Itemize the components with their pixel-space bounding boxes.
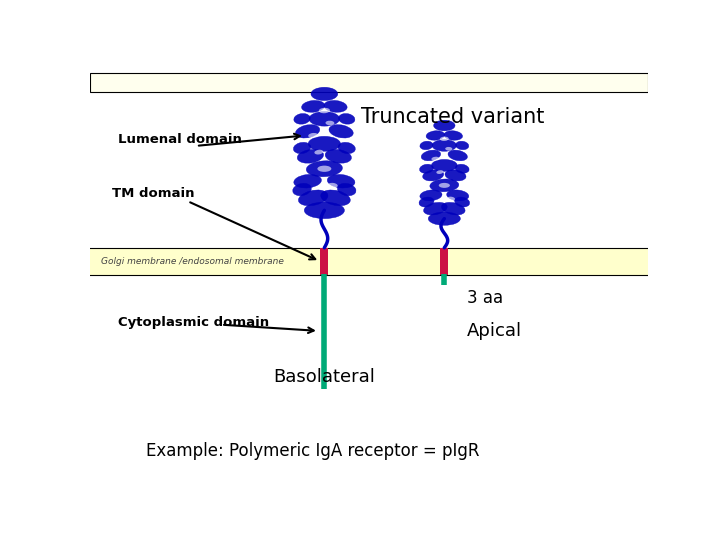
- Ellipse shape: [446, 190, 469, 201]
- Ellipse shape: [431, 157, 439, 161]
- Ellipse shape: [420, 141, 433, 150]
- Ellipse shape: [293, 143, 311, 153]
- Ellipse shape: [324, 100, 347, 112]
- Ellipse shape: [328, 183, 338, 188]
- Ellipse shape: [438, 183, 450, 188]
- Ellipse shape: [419, 197, 434, 207]
- Ellipse shape: [440, 137, 449, 141]
- Ellipse shape: [430, 179, 459, 192]
- Ellipse shape: [319, 108, 330, 113]
- Text: Apical: Apical: [467, 322, 522, 340]
- Ellipse shape: [338, 143, 356, 153]
- Ellipse shape: [445, 147, 452, 151]
- Ellipse shape: [311, 87, 338, 100]
- Ellipse shape: [325, 150, 351, 163]
- Text: 3 aa: 3 aa: [467, 289, 503, 307]
- Ellipse shape: [295, 125, 320, 138]
- Ellipse shape: [447, 197, 455, 201]
- Ellipse shape: [432, 140, 456, 151]
- Text: Lumenal domain: Lumenal domain: [118, 133, 242, 146]
- Ellipse shape: [338, 113, 355, 124]
- Ellipse shape: [445, 170, 466, 181]
- Ellipse shape: [456, 141, 469, 150]
- Ellipse shape: [455, 197, 469, 207]
- Ellipse shape: [297, 150, 323, 163]
- Ellipse shape: [308, 136, 341, 151]
- Ellipse shape: [420, 190, 442, 201]
- Ellipse shape: [420, 164, 433, 173]
- Text: Golgi membrane /endosomal membrane: Golgi membrane /endosomal membrane: [101, 256, 284, 266]
- Ellipse shape: [328, 174, 355, 188]
- Ellipse shape: [436, 170, 444, 174]
- Text: Example: Polymeric IgA receptor = pIgR: Example: Polymeric IgA receptor = pIgR: [145, 442, 480, 461]
- Text: Basolateral: Basolateral: [274, 368, 375, 386]
- Ellipse shape: [421, 150, 441, 161]
- Ellipse shape: [423, 202, 447, 215]
- Ellipse shape: [315, 150, 323, 154]
- Ellipse shape: [455, 164, 469, 173]
- Ellipse shape: [448, 150, 467, 161]
- Text: Cytoplasmic domain: Cytoplasmic domain: [118, 316, 269, 329]
- Bar: [320, 248, 328, 275]
- Ellipse shape: [428, 212, 460, 225]
- Ellipse shape: [423, 170, 444, 181]
- Ellipse shape: [433, 120, 455, 131]
- Ellipse shape: [302, 100, 325, 112]
- Ellipse shape: [444, 131, 462, 140]
- Ellipse shape: [294, 113, 310, 124]
- Ellipse shape: [338, 183, 356, 196]
- Ellipse shape: [431, 159, 457, 171]
- Ellipse shape: [298, 190, 328, 206]
- Ellipse shape: [329, 125, 354, 138]
- Bar: [441, 248, 449, 275]
- Bar: [90, 73, 648, 92]
- Ellipse shape: [306, 161, 343, 177]
- Ellipse shape: [305, 202, 344, 219]
- Ellipse shape: [308, 133, 318, 138]
- Ellipse shape: [320, 190, 351, 206]
- Ellipse shape: [426, 131, 445, 140]
- Ellipse shape: [441, 202, 465, 215]
- Ellipse shape: [293, 183, 311, 196]
- Ellipse shape: [309, 112, 340, 126]
- Text: Truncated variant: Truncated variant: [361, 107, 544, 127]
- Ellipse shape: [318, 166, 331, 172]
- Bar: [90, 248, 648, 275]
- Ellipse shape: [294, 174, 321, 188]
- Text: TM domain: TM domain: [112, 187, 195, 200]
- Ellipse shape: [325, 121, 334, 125]
